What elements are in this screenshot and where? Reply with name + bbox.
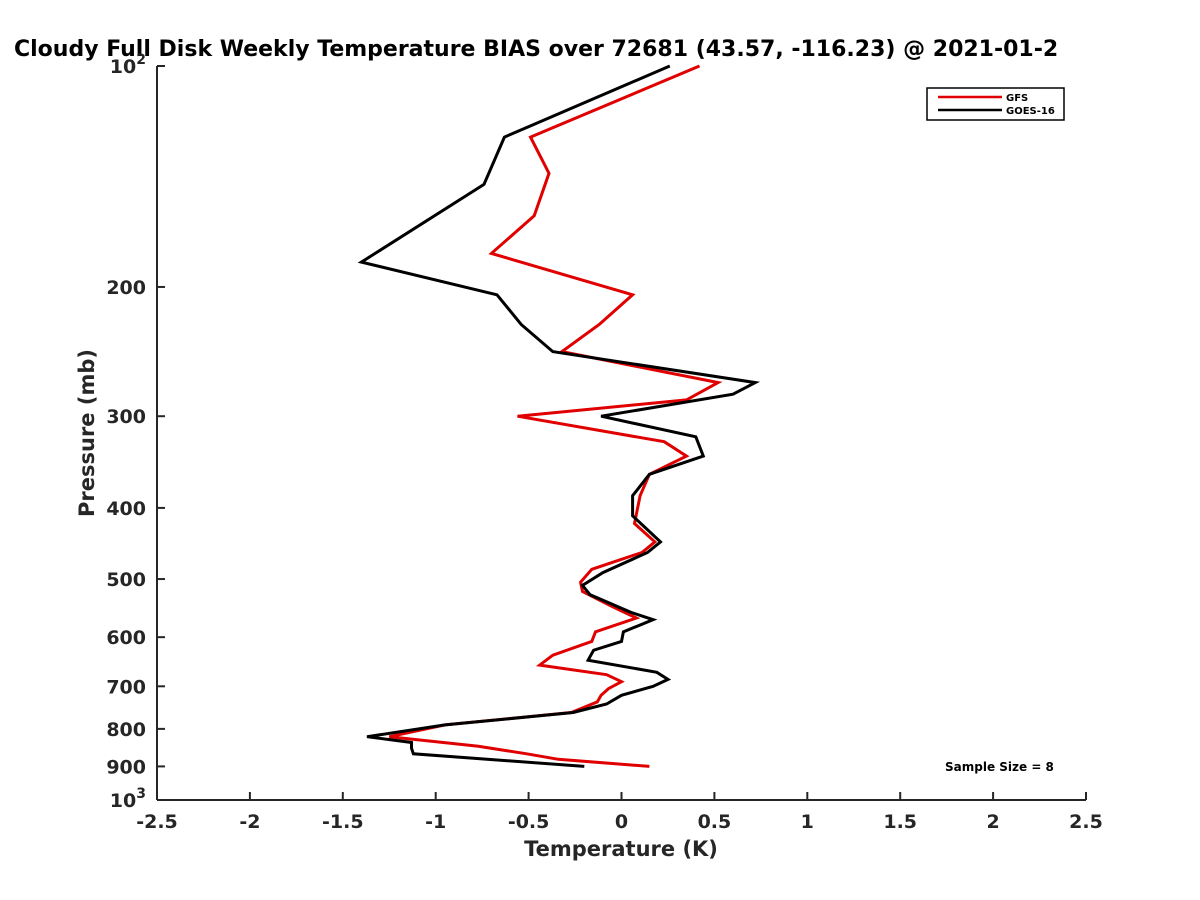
x-tick-label: 1.5 [883,811,917,833]
sample-size-annotation: Sample Size = 8 [945,760,1054,774]
y-tick-label: 103 [110,786,146,812]
x-tick-label: 0 [615,811,628,833]
x-tick-label: -2 [239,811,260,833]
y-ticks: 102 200 300 400 500 600 700 800 900 103 [106,52,165,812]
y-tick-label: 400 [106,498,146,520]
y-tick-label: 700 [106,676,146,698]
x-tick-label: 2 [986,811,999,833]
series-lines [357,64,761,768]
y-axis-label: Pressure (mb) [75,349,99,517]
y-tick-label: 900 [106,756,146,778]
x-tick-label: -2.5 [136,811,178,833]
legend-label-gfs: GFS [1006,93,1028,104]
legend-box [926,87,1065,121]
y-tick-label: 300 [106,406,146,428]
x-tick-label: -1.5 [322,811,364,833]
x-tick-label: -1 [425,811,446,833]
x-tick-label: 1 [801,811,814,833]
x-tick-label: -0.5 [508,811,550,833]
y-tick-label: 200 [106,277,146,299]
x-tick-label: 0.5 [698,811,732,833]
series-line-gfs [388,64,723,768]
series-line-goes16 [357,64,761,768]
plot-area: -2.5 -2 -1.5 -1 -0.5 0 0.5 1 1.5 2 2.5 102 200 300 40… [106,52,1103,833]
legend: GFS GOES-16 [926,87,1065,121]
y-tick-label: 600 [106,627,146,649]
y-tick-label: 800 [106,719,146,741]
x-axis-label: Temperature (K) [524,837,718,861]
legend-label-goes16: GOES-16 [1006,106,1055,117]
x-ticks: -2.5 -2 -1.5 -1 -0.5 0 0.5 1 1.5 2 2.5 [136,792,1103,833]
chart-title: Cloudy Full Disk Weekly Temperature BIAS… [14,37,1058,62]
x-tick-label: 2.5 [1069,811,1103,833]
y-tick-label: 500 [106,569,146,591]
y-tick-label: 102 [110,52,146,78]
